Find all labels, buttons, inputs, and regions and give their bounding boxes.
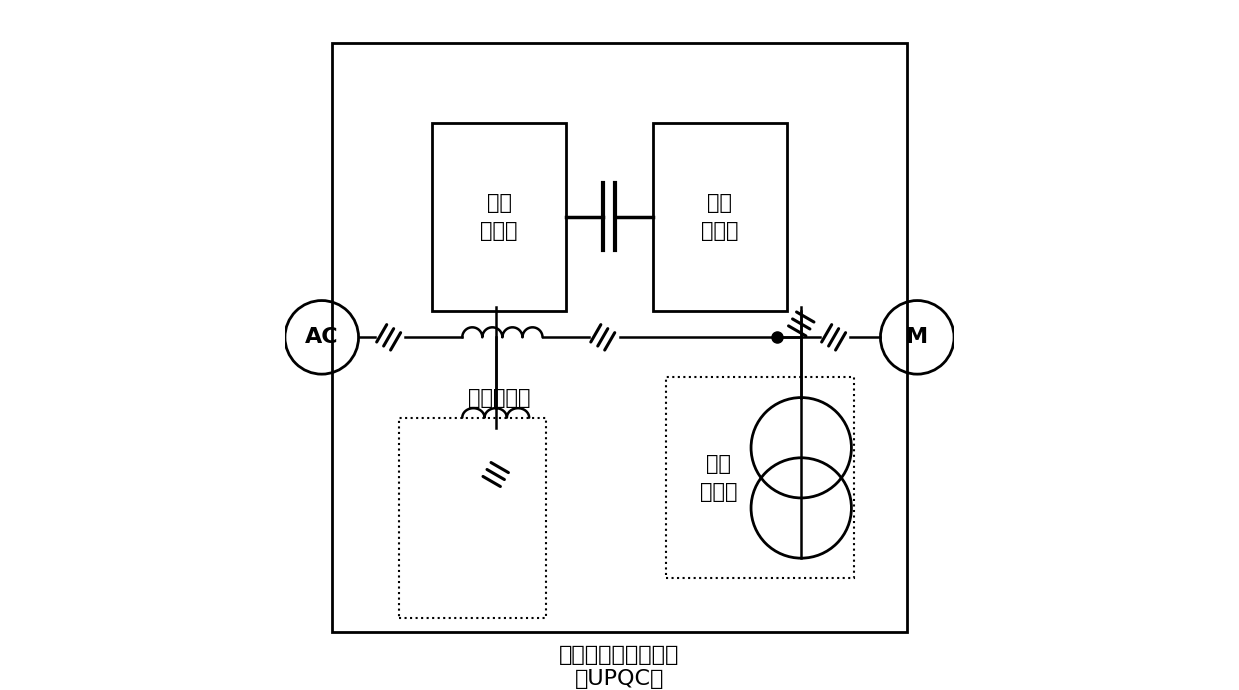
Text: 并联
逆变器: 并联 逆变器 — [701, 193, 738, 241]
Text: AC: AC — [305, 327, 338, 347]
Text: M: M — [906, 327, 928, 347]
Text: （UPQC）: （UPQC） — [575, 669, 664, 689]
Text: 统一电能质量调节器: 统一电能质量调节器 — [559, 645, 680, 665]
Text: 串联
逆变器: 串联 逆变器 — [481, 193, 518, 241]
Text: 并联
变压器: 并联 变压器 — [700, 454, 737, 502]
Text: 串联变压器: 串联变压器 — [468, 388, 530, 408]
